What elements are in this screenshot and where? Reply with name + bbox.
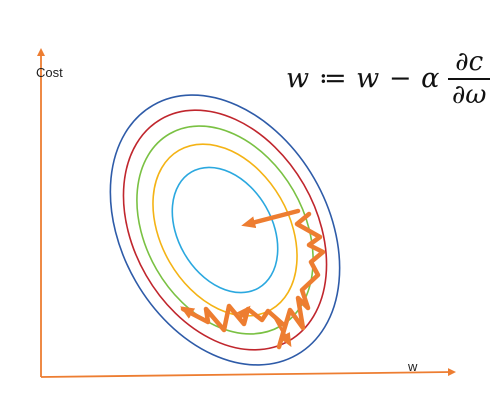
descent-step-arrow — [272, 314, 292, 348]
descent-step-arrow — [236, 305, 251, 321]
contour-4 — [152, 143, 298, 317]
descent-final-step — [241, 208, 301, 229]
formula-denominator: ∂ω — [451, 79, 487, 110]
formula-fraction: ∂c ∂ω — [447, 47, 491, 110]
descent-path — [179, 208, 326, 350]
contour-2 — [122, 109, 328, 351]
update-rule-formula: w ≔ w − α ∂c ∂ω — [286, 47, 491, 110]
contour-inner — [171, 166, 279, 294]
x-axis — [40, 368, 456, 378]
formula-numerator: ∂c — [455, 47, 484, 77]
descent-path-line — [180, 211, 326, 350]
y-axis-label: Cost — [36, 65, 63, 80]
x-axis-label: w — [408, 359, 418, 374]
descent-step-arrow — [179, 306, 198, 319]
formula-lhs: w ≔ w − α — [286, 63, 440, 95]
contour-outer — [109, 94, 341, 366]
fraction-bar — [447, 77, 491, 80]
